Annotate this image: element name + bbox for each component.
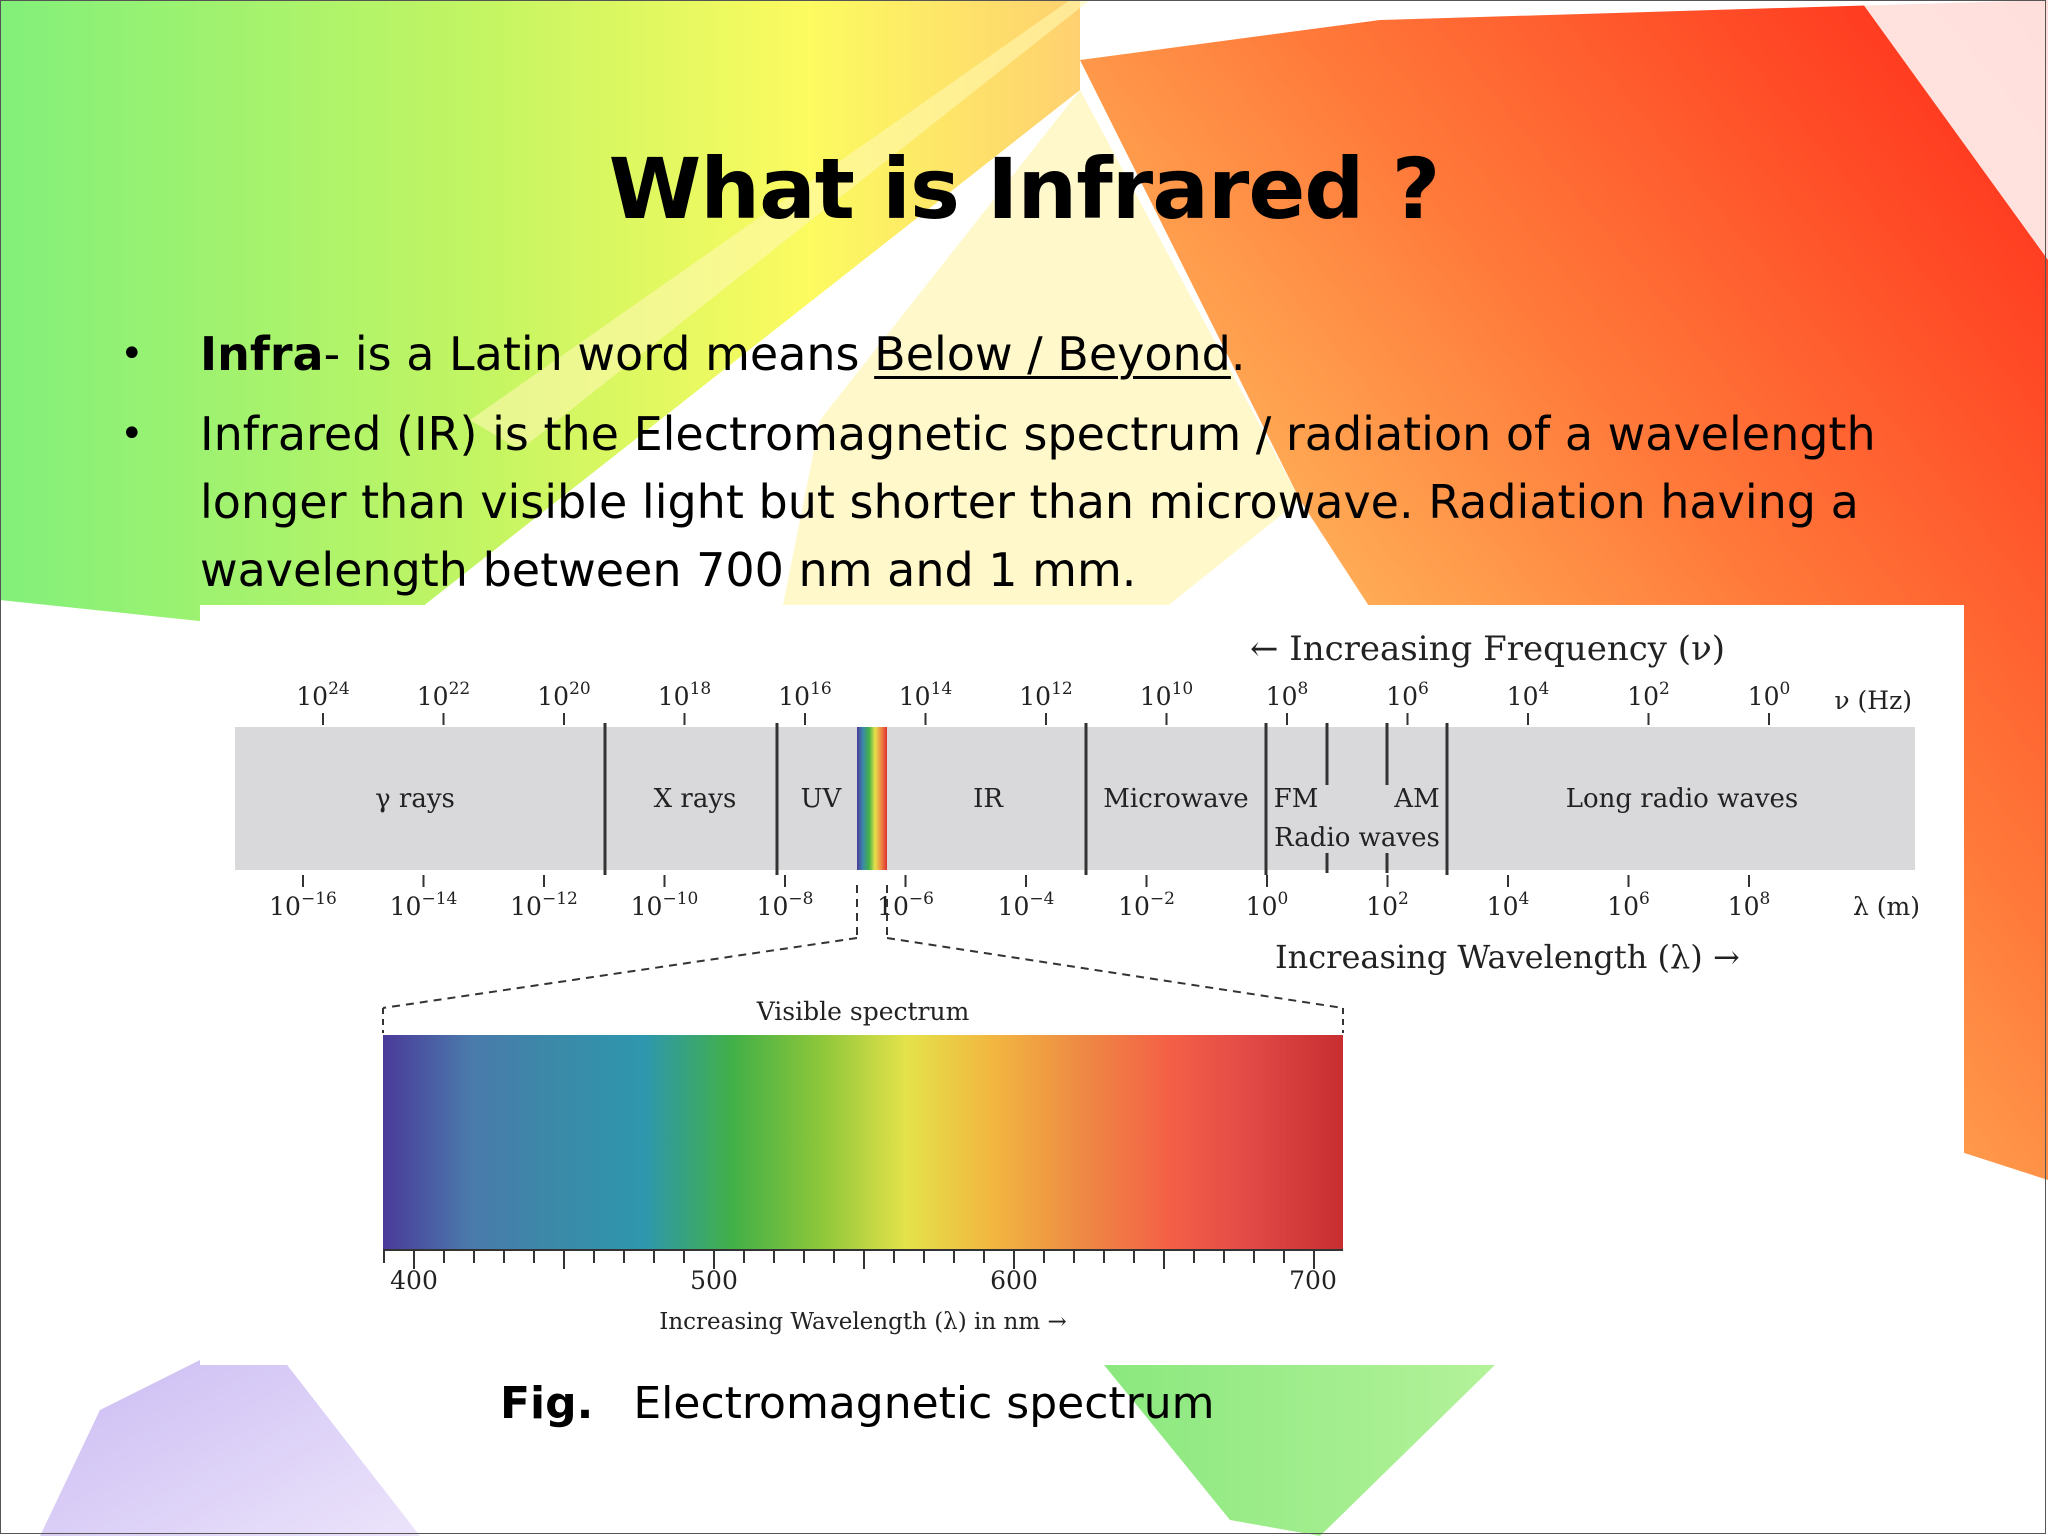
freq-tick-label: 1024 <box>296 679 349 711</box>
visible-axis-label: Increasing Wavelength (λ) in nm → <box>659 1309 1066 1335</box>
wave-tick-label: 102 <box>1366 889 1409 921</box>
bullet-end: . <box>1230 327 1246 381</box>
visible-band-strip <box>857 727 887 870</box>
caption-text: Electromagnetic spectrum <box>633 1378 1215 1429</box>
wave-tick-label: 10−4 <box>998 889 1055 921</box>
visible-spectrum-ticks <box>383 1249 1343 1269</box>
freq-tick-label: 1020 <box>537 679 590 711</box>
wave-tick-label: 10−8 <box>757 889 814 921</box>
freq-tick-label: 106 <box>1386 679 1429 711</box>
caption-label: Fig. <box>500 1378 594 1429</box>
wavelength-ticks: 10−16 10−14 10−12 10−10 10−8 10−6 10−4 10−2 100 1… <box>269 875 1770 921</box>
band-strip <box>235 727 1915 870</box>
slide-title: What is Infrared ? <box>608 140 1441 238</box>
band-label-uv: UV <box>801 784 843 814</box>
bullet-underlined-text: Below / Beyond <box>874 327 1231 381</box>
wavelength-unit: λ (m) <box>1853 892 1920 921</box>
visible-tick-label: 600 <box>990 1266 1038 1295</box>
bullet-item: • Infrared (IR) is the Electromagnetic s… <box>120 400 1920 604</box>
bullet-text: Infrared (IR) is the Electromagnetic spe… <box>200 407 1876 597</box>
freq-tick-label: 1012 <box>1019 679 1072 711</box>
wave-tick-label: 10−12 <box>510 889 578 921</box>
band-label-ir: IR <box>973 784 1004 814</box>
bullet-icon: • <box>120 331 144 377</box>
freq-tick-label: 1016 <box>778 679 831 711</box>
freq-tick-label: 100 <box>1748 679 1791 711</box>
wave-tick-label: 106 <box>1607 889 1650 921</box>
band-label-xray: X rays <box>654 784 737 814</box>
wave-tick-label: 10−10 <box>631 889 699 921</box>
band-label-microwave: Microwave <box>1103 784 1248 814</box>
spectrum-diagram: ← Increasing Frequency (ν) γ rays X rays… <box>235 629 1920 1335</box>
wave-tick-label: 108 <box>1728 889 1771 921</box>
wave-tick-label: 10−16 <box>269 889 337 921</box>
wave-tick-label: 100 <box>1246 889 1289 921</box>
zoom-line <box>382 937 858 1009</box>
wave-tick-label: 10−14 <box>390 889 458 921</box>
spectrum-figure: ← Increasing Frequency (ν) γ rays X rays… <box>200 605 1964 1365</box>
visible-spectrum-bar <box>383 1035 1343 1250</box>
freq-tick-label: 1018 <box>658 679 711 711</box>
freq-tick-label: 102 <box>1627 679 1670 711</box>
band-label-long-radio: Long radio waves <box>1566 784 1799 814</box>
bullet-icon: • <box>120 411 144 457</box>
wave-tick-label: 10−2 <box>1118 889 1175 921</box>
frequency-unit: ν (Hz) <box>1834 686 1912 715</box>
bullet-text: - is a Latin word means <box>323 327 875 381</box>
band-label-fm: FM <box>1274 784 1319 814</box>
band-label-radio-waves: Radio waves <box>1274 823 1440 853</box>
freq-tick-label: 1014 <box>899 679 952 711</box>
frequency-ticks: 1024 1022 1020 1018 1016 1014 1012 1010 108 106 10… <box>296 679 1790 725</box>
freq-tick-label: 1022 <box>417 679 470 711</box>
band-label-am: AM <box>1393 784 1439 814</box>
band-label-gamma: γ rays <box>375 784 455 814</box>
bullet-list: • Infra- is a Latin word means Below / B… <box>120 320 1920 616</box>
freq-tick-label: 1010 <box>1140 679 1193 711</box>
visible-spectrum-title: Visible spectrum <box>756 997 970 1026</box>
visible-tick-label: 700 <box>1289 1266 1337 1295</box>
wave-tick-label: 104 <box>1487 889 1530 921</box>
bullet-item: • Infra- is a Latin word means Below / B… <box>120 320 1920 388</box>
figure-caption: Fig. Electromagnetic spectrum <box>500 1378 1215 1429</box>
wavelength-arrow-label: Increasing Wavelength (λ) → <box>1275 938 1740 976</box>
wave-tick-label: 10−6 <box>877 889 934 921</box>
frequency-arrow-label: ← Increasing Frequency (ν) <box>1250 629 1725 669</box>
freq-tick-label: 108 <box>1266 679 1309 711</box>
visible-tick-label: 500 <box>690 1266 738 1295</box>
visible-tick-label: 400 <box>390 1266 438 1295</box>
bullet-bold-term: Infra <box>200 327 324 381</box>
freq-tick-label: 104 <box>1507 679 1550 711</box>
zoom-line <box>886 937 1344 1009</box>
